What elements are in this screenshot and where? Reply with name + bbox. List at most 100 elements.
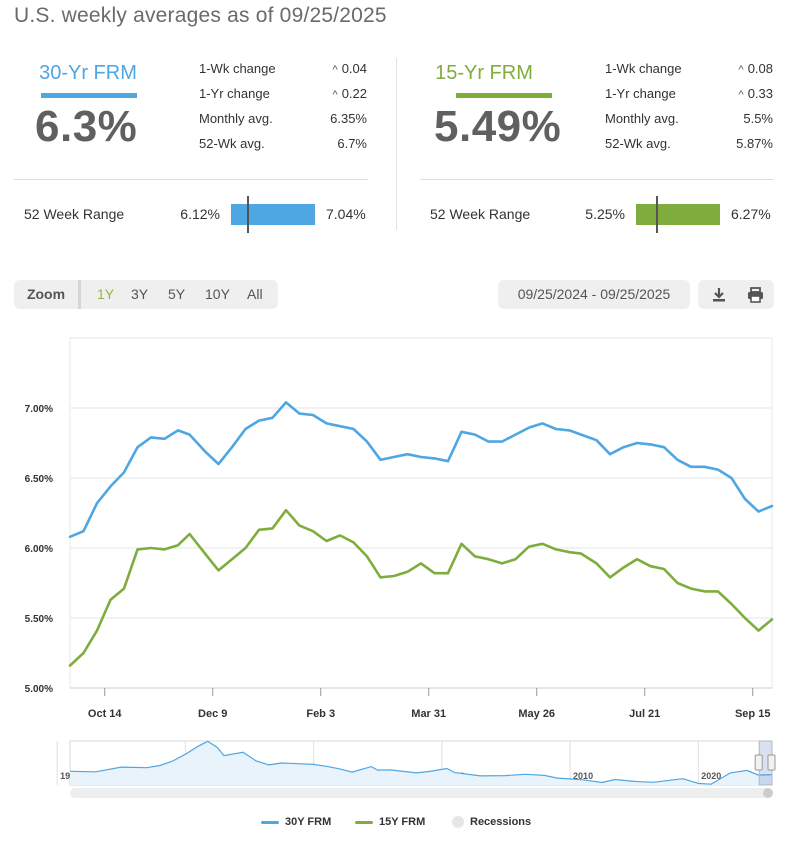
range-label: 52 Week Range <box>24 206 125 222</box>
y-tick-label: 6.50% <box>25 474 53 485</box>
range-low: 5.25% <box>585 206 625 222</box>
range-bar <box>231 204 315 225</box>
stat-value: 6.35% <box>330 111 367 126</box>
stat-value: ^ 0.04 <box>333 61 367 76</box>
legend-swatch <box>261 820 279 824</box>
navigator-tick-label: 2010 <box>573 771 593 781</box>
stat-value: ^ 0.22 <box>333 86 367 101</box>
rate-card-label-underline <box>456 93 552 98</box>
zoom-selector: Zoom 1Y 3Y 5Y 10Y All <box>14 280 278 309</box>
caret-up-icon: ^ <box>738 89 744 101</box>
print-icon[interactable] <box>736 280 774 309</box>
stat-value-text: 0.04 <box>341 61 367 76</box>
caret-up-icon: ^ <box>738 64 744 76</box>
x-tick-label: Oct 14 <box>88 708 123 720</box>
chart-legend: 30Y FRM 15Y FRM Recessions <box>0 816 800 836</box>
navigator-handle-left <box>754 754 763 771</box>
zoom-label: Zoom <box>14 280 81 309</box>
legend-item-15y[interactable]: 15Y FRM <box>355 816 425 828</box>
range-low: 6.12% <box>180 206 220 222</box>
range-bar <box>636 204 720 225</box>
stat-value: ^ 0.08 <box>739 61 773 76</box>
rate-card-30yr: 30-Yr FRM 6.3% 1-Wk change ^ 0.04 1-Yr cha… <box>14 56 370 236</box>
zoom-3y-button[interactable]: 3Y <box>131 286 149 302</box>
x-tick-label: Jul 21 <box>629 708 660 720</box>
legend-label: Recessions <box>470 816 532 828</box>
navigator-handle-right <box>767 754 776 771</box>
series-line-30y-frm <box>68 401 774 539</box>
stat-row: 1-Yr change ^ 0.22 <box>199 85 367 110</box>
x-tick-label: Dec 9 <box>198 708 227 720</box>
stat-row: 52-Wk avg. 6.7% <box>199 135 367 160</box>
stat-value-text: 0.22 <box>341 86 367 101</box>
stat-row: 52-Wk avg. 5.87% <box>605 135 773 160</box>
legend-swatch <box>355 820 373 824</box>
stat-row: 1-Wk change ^ 0.08 <box>605 60 773 85</box>
card-separator <box>396 58 397 230</box>
zoom-10y-button[interactable]: 10Y <box>205 286 230 302</box>
legend-item-30y[interactable]: 30Y FRM <box>261 816 331 828</box>
x-tick-label: May 26 <box>518 708 555 720</box>
stat-name: 1-Wk change <box>199 61 276 76</box>
zoom-5y-button[interactable]: 5Y <box>168 286 186 302</box>
rate-card-label-underline <box>41 93 137 98</box>
stat-value-text: 0.33 <box>747 86 773 101</box>
legend-label: 30Y FRM <box>285 816 332 828</box>
caret-up-icon: ^ <box>332 64 338 76</box>
caret-up-icon: ^ <box>332 89 338 101</box>
rate-stats: 1-Wk change ^ 0.04 1-Yr change ^ 0.22 Monthl… <box>199 60 367 160</box>
stat-value: 6.7% <box>337 136 367 151</box>
page-heading: U.S. weekly averages as of 09/25/2025 <box>14 4 387 27</box>
legend-dot <box>452 816 464 828</box>
x-tick-label: Feb 3 <box>306 708 335 720</box>
card-divider <box>14 179 368 180</box>
rate-card-15yr: 15-Yr FRM 5.49% 1-Wk change ^ 0.08 1-Yr ch… <box>420 56 776 236</box>
x-tick-label: Mar 31 <box>411 708 446 720</box>
stat-value: 5.87% <box>736 136 773 151</box>
stat-value-text: 0.08 <box>747 61 773 76</box>
y-tick-label: 5.50% <box>25 614 53 625</box>
rate-value: 5.49% <box>434 102 562 151</box>
zoom-1y-button[interactable]: 1Y <box>97 286 115 302</box>
stat-name: Monthly avg. <box>605 111 679 126</box>
navigator-scrollbar-thumb <box>763 788 773 798</box>
range-current-marker <box>655 196 658 233</box>
stat-row: Monthly avg. 5.5% <box>605 110 773 135</box>
stat-name: 1-Yr change <box>199 86 270 101</box>
y-tick-label: 7.00% <box>25 404 53 415</box>
range-high: 6.27% <box>731 206 771 222</box>
stat-value: 5.5% <box>743 111 773 126</box>
zoom-all-button[interactable]: All <box>247 286 263 302</box>
legend-label: 15Y FRM <box>379 816 426 828</box>
stat-name: 52-Wk avg. <box>199 136 265 151</box>
navigator-area <box>70 741 772 785</box>
y-tick-label: 6.00% <box>25 544 53 555</box>
navigator-line <box>69 740 773 785</box>
stat-row: 1-Wk change ^ 0.04 <box>199 60 367 85</box>
range-current-marker <box>247 196 250 233</box>
plot-area <box>69 337 773 689</box>
series-line-15y-frm <box>68 508 774 667</box>
rate-value: 6.3% <box>35 102 138 151</box>
date-range-picker[interactable]: 09/25/2024 - 09/25/2025 <box>498 280 690 309</box>
rate-card-label: 30-Yr FRM <box>39 62 137 84</box>
navigator-tick-label: 2020 <box>701 771 721 781</box>
download-icon[interactable] <box>700 280 738 309</box>
stat-row: Monthly avg. 6.35% <box>199 110 367 135</box>
rate-stats: 1-Wk change ^ 0.08 1-Yr change ^ 0.33 Monthl… <box>605 60 773 160</box>
chart-tools <box>698 280 774 309</box>
stat-name: 52-Wk avg. <box>605 136 671 151</box>
range-label: 52 Week Range <box>430 206 531 222</box>
stat-name: Monthly avg. <box>199 111 273 126</box>
x-tick-label: Sep 15 <box>735 708 770 720</box>
rate-card-label: 15-Yr FRM <box>435 62 533 84</box>
stat-name: 1-Yr change <box>605 86 676 101</box>
rate-chart: 5.00% 5.50% 6.00% 6.50% 7.00% Oct 14 Dec 9 Feb … <box>25 337 776 798</box>
y-tick-label: 5.00% <box>25 684 53 695</box>
card-divider <box>420 179 774 180</box>
stat-row: 1-Yr change ^ 0.33 <box>605 85 773 110</box>
legend-item-recessions[interactable]: Recessions <box>452 816 531 828</box>
navigator-scrollbar-track <box>70 788 772 798</box>
stat-value: ^ 0.33 <box>739 86 773 101</box>
stat-name: 1-Wk change <box>605 61 682 76</box>
